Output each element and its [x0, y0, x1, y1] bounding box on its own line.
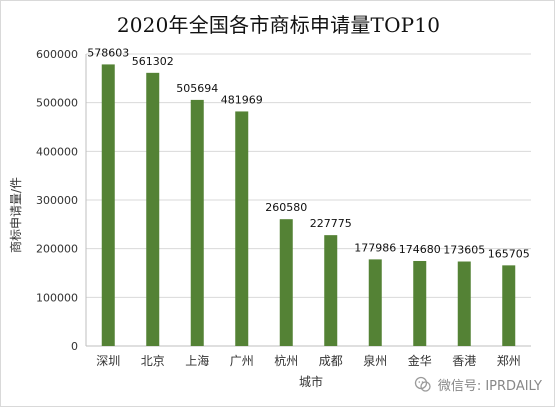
y-tick-label: 100000: [36, 291, 78, 304]
chart-title: 2020年全国各市商标申请量TOP10: [116, 13, 441, 37]
wechat-icon: [414, 376, 432, 394]
bar-data-label: 177986: [354, 241, 396, 254]
bar: [146, 72, 160, 347]
x-axis-label: 城市: [299, 374, 323, 389]
bar: [324, 235, 338, 346]
bar-data-label: 481969: [221, 93, 263, 106]
bar: [279, 219, 293, 346]
bar-data-label: 165705: [488, 247, 530, 260]
bar-data-label: 227775: [310, 217, 352, 230]
bar-data-label: 578603: [87, 46, 129, 59]
x-tick-label: 广州: [230, 354, 254, 368]
y-tick-label: 500000: [36, 97, 78, 110]
bar: [368, 259, 382, 346]
bar-data-label: 505694: [176, 82, 218, 95]
x-tick-label: 成都: [319, 354, 343, 368]
bar: [413, 260, 427, 346]
x-tick-label: 香港: [452, 354, 476, 368]
bar-data-label: 561302: [132, 55, 174, 68]
bar: [190, 99, 204, 346]
x-tick-label: 杭州: [274, 353, 298, 368]
y-tick-label: 200000: [36, 243, 78, 256]
bar: [502, 265, 516, 346]
watermark: 微信号: IPRDAILY: [414, 375, 542, 394]
bar-data-label: 173605: [443, 244, 485, 257]
x-tick-label: 金华: [408, 353, 432, 368]
bar: [101, 64, 115, 346]
bar-data-label: 260580: [265, 201, 307, 214]
x-tick-label: 北京: [141, 354, 165, 368]
watermark-text: 微信号: IPRDAILY: [437, 379, 542, 394]
y-tick-label: 400000: [36, 145, 78, 158]
x-tick-label: 深圳: [96, 354, 120, 368]
tick-labels: 0 100000 200000 300000 400000 500000 600000 深圳 北…: [36, 48, 521, 368]
x-tick-label: 郑州: [497, 353, 521, 368]
gridlines: [86, 53, 531, 298]
y-tick-label: 300000: [36, 194, 78, 207]
bar: [457, 261, 471, 346]
axes: [85, 54, 531, 347]
x-tick-label: 上海: [185, 353, 209, 368]
y-tick-label: 0: [71, 340, 78, 353]
y-tick-label: 600000: [36, 48, 78, 61]
x-tick-label: 泉州: [363, 354, 387, 368]
bar-data-label: 174680: [399, 243, 441, 256]
bar: [235, 111, 249, 347]
bars: [101, 64, 516, 347]
